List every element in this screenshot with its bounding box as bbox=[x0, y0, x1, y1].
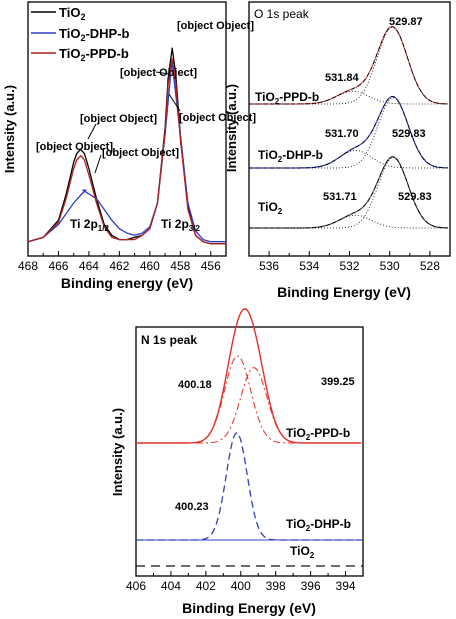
x-axis-label: Binding Energy (eV) bbox=[182, 600, 316, 616]
legend-label-ppd: TiO2-PPD-b bbox=[59, 46, 129, 63]
panel-title: N 1s peak bbox=[141, 333, 197, 347]
series-line-tio2-dhp-b bbox=[27, 60, 226, 243]
plot-frame bbox=[27, 1, 227, 257]
x-tick-label: 536 bbox=[259, 259, 279, 273]
fit-component-curve bbox=[249, 157, 449, 229]
annotation-529-83-dhp: 529.83 bbox=[392, 128, 426, 140]
annotation-400-18: 400.18 bbox=[178, 379, 212, 391]
legend-label-tio2: TiO2 bbox=[59, 5, 85, 22]
annotation-399-25: 399.25 bbox=[321, 376, 355, 388]
plot-frame bbox=[135, 326, 364, 577]
y-axis-label: Intensity (a.u.) bbox=[2, 85, 17, 173]
annotation-458-53-top: [object Object] bbox=[177, 20, 254, 32]
x-tick-label: 528 bbox=[420, 259, 440, 273]
x-tick-label: 456 bbox=[201, 259, 221, 273]
annotation-400-23: 400.23 bbox=[175, 501, 209, 513]
annotation-458-53-bottom: [object Object] bbox=[179, 112, 256, 124]
series-line-tio2-ppd-b bbox=[136, 308, 362, 444]
annotation-464-55: [object Object] bbox=[36, 141, 113, 153]
peak-label-ti2p-1-2: Ti 2p1/2 bbox=[70, 217, 109, 233]
x-tick-label: 402 bbox=[196, 579, 216, 593]
peak-label-ti2p-3-2: Ti 2p3/2 bbox=[161, 217, 200, 233]
panel-ti2p: 468 466 464 462 460 458 456 TiO2 TiO2-DHP-b Ti… bbox=[2, 1, 256, 291]
annotation-arrow bbox=[87, 123, 97, 140]
annotation-531-84: 531.84 bbox=[325, 72, 360, 84]
panel-n1s: 406 404 402 400 398 396 394 N 1s peak 400.18 3… bbox=[110, 308, 364, 616]
fit-component-curve bbox=[249, 97, 449, 169]
annotation-464-53: [object Object] bbox=[80, 113, 157, 125]
x-tick-label: 468 bbox=[18, 259, 38, 273]
x-tick-label: 530 bbox=[380, 259, 400, 273]
annotation-464-40: [object Object] bbox=[102, 147, 179, 159]
annotation-531-70: 531.70 bbox=[325, 128, 359, 140]
fit-component-curve bbox=[249, 26, 448, 105]
annotation-531-71: 531.71 bbox=[323, 191, 357, 203]
curve-label-dhp: TiO2-DHP-b bbox=[258, 148, 323, 164]
y-axis-label: Intensity (a.u.) bbox=[110, 408, 125, 496]
annotation-arrow bbox=[94, 154, 102, 174]
legend-label-dhp: TiO2-DHP-b bbox=[59, 26, 130, 43]
curve-label-ppd: TiO2-PPD-b bbox=[286, 426, 350, 442]
x-tick-label: 404 bbox=[161, 579, 181, 593]
curve-label-tio2: TiO2 bbox=[258, 200, 283, 216]
x-tick-label: 400 bbox=[231, 579, 251, 593]
annotation-arrow bbox=[155, 71, 170, 75]
annotation-arrow bbox=[168, 93, 181, 112]
x-tick-label: 462 bbox=[109, 259, 129, 273]
x-tick-label: 394 bbox=[336, 579, 356, 593]
x-axis-label: Binding Energy (eV) bbox=[277, 284, 411, 300]
curve-label-ppd: TiO2-PPD-b bbox=[255, 90, 319, 106]
x-tick-label: 406 bbox=[126, 579, 146, 593]
fit-sum-curve bbox=[249, 26, 448, 105]
x-tick-label: 396 bbox=[301, 579, 321, 593]
annotation-529-87: 529.87 bbox=[389, 16, 423, 28]
curve-label-tio2: TiO2 bbox=[290, 544, 315, 560]
x-tick-label: 458 bbox=[170, 259, 190, 273]
x-tick-label: 464 bbox=[79, 259, 99, 273]
x-axis-label: Binding energy (eV) bbox=[61, 275, 193, 291]
annotation-458-55: [object Object] bbox=[120, 67, 197, 79]
series-line-tio2-ppd-b bbox=[27, 58, 226, 245]
x-tick-label: 398 bbox=[266, 579, 286, 593]
x-tick-label: 532 bbox=[339, 259, 359, 273]
fit-component-curve bbox=[249, 214, 448, 229]
curve-label-dhp: TiO2-DHP-b bbox=[286, 517, 351, 533]
x-tick-label: 466 bbox=[48, 259, 68, 273]
legend: TiO2 TiO2-DHP-b TiO2-PPD-b bbox=[31, 5, 130, 63]
annotation-529-83-tio2: 529.83 bbox=[398, 191, 432, 203]
panel-title: O 1s peak bbox=[254, 7, 310, 21]
panel-o1s: 536 534 532 530 528 O 1s peak 529.87 531.84 … bbox=[224, 1, 451, 300]
x-tick-label: 460 bbox=[140, 259, 160, 273]
y-axis-label: Intensity (a.u.) bbox=[224, 84, 239, 172]
fit-sum-curve bbox=[249, 156, 449, 229]
x-tick-label: 534 bbox=[299, 259, 319, 273]
